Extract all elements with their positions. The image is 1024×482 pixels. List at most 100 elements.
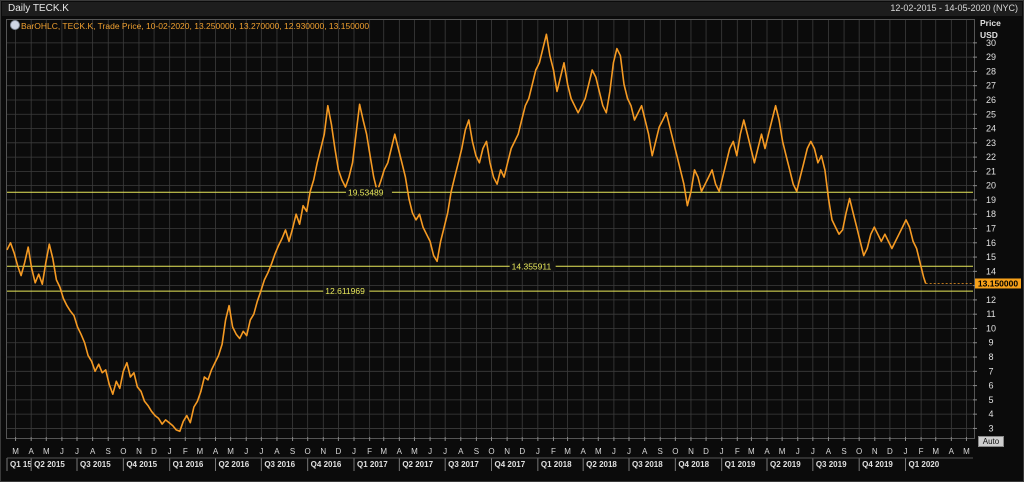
month-tick-label: J	[536, 447, 540, 456]
month-tick-label: F	[735, 447, 740, 456]
quarter-tick-label: Q1 2020	[909, 460, 940, 469]
month-tick-label: M	[779, 447, 786, 456]
y-tick-label: 24	[986, 124, 996, 134]
quarter-tick-label: Q4 2019	[862, 460, 893, 469]
month-tick-label: O	[305, 447, 311, 456]
month-tick-label: S	[290, 447, 295, 456]
quarter-tick-label: Q4 2017	[495, 460, 526, 469]
y-tick-label: 6	[988, 381, 993, 391]
month-tick-label: D	[151, 447, 157, 456]
month-tick-label: J	[904, 447, 908, 456]
quarter-tick-label: Q4 2016	[311, 460, 342, 469]
month-tick-label: J	[244, 447, 248, 456]
month-tick-label: J	[60, 447, 64, 456]
month-tick-label: A	[213, 447, 219, 456]
month-tick-label: N	[136, 447, 142, 456]
month-tick-label: O	[488, 447, 494, 456]
month-tick-label: S	[474, 447, 479, 456]
month-tick-label: A	[642, 447, 648, 456]
last-value-label: 13.150000	[978, 278, 1018, 288]
month-tick-label: J	[168, 447, 172, 456]
y-tick-label: 15	[986, 252, 996, 262]
y-tick-label: 28	[986, 66, 996, 76]
quarter-tick-label: Q2 2016	[219, 460, 250, 469]
month-tick-label: N	[688, 447, 694, 456]
month-tick-label: M	[197, 447, 204, 456]
y-tick-label: 18	[986, 209, 996, 219]
month-tick-label: J	[428, 447, 432, 456]
month-tick-label: A	[581, 447, 587, 456]
month-tick-label: M	[227, 447, 234, 456]
axis-unit-currency: USD	[980, 30, 998, 40]
quarter-tick-label: Q3 2015	[80, 460, 111, 469]
y-tick-label: 11	[986, 309, 995, 319]
month-tick-label: O	[856, 447, 862, 456]
month-tick-label: A	[29, 447, 35, 456]
month-tick-label: D	[519, 447, 525, 456]
month-tick-label: A	[274, 447, 280, 456]
month-tick-label: N	[320, 447, 326, 456]
month-tick-label: J	[612, 447, 616, 456]
month-tick-label: J	[75, 447, 79, 456]
auto-scale-button[interactable]: Auto	[978, 436, 1004, 447]
quarter-tick-label: Q2 2019	[770, 460, 801, 469]
month-tick-label: S	[658, 447, 663, 456]
quarter-tick-label: Q3 2018	[632, 460, 663, 469]
month-tick-label: O	[120, 447, 126, 456]
reference-line-label: 19.53489	[348, 187, 384, 197]
month-tick-label: J	[443, 447, 447, 456]
reference-line-label-bg	[345, 187, 392, 198]
instrument-icon[interactable]	[10, 20, 20, 30]
y-tick-label: 4	[988, 409, 993, 419]
quarter-tick-label: Q2 2017	[402, 460, 433, 469]
axis-unit-price: Price	[980, 18, 1001, 28]
quarter-tick-label: Q1 15	[10, 460, 32, 469]
y-tick-label: 12	[986, 295, 996, 305]
chart-title: Daily TECK.K	[8, 3, 69, 14]
quarter-tick-label: Q1 2016	[173, 460, 204, 469]
month-tick-label: N	[504, 447, 510, 456]
month-tick-label: J	[811, 447, 815, 456]
y-tick-label: 14	[986, 266, 996, 276]
y-tick-label: 22	[986, 152, 996, 162]
last-value-badge	[975, 278, 1021, 289]
quarter-tick-label: Q2 2018	[586, 460, 617, 469]
month-tick-label: M	[411, 447, 418, 456]
y-tick-label: 9	[988, 338, 993, 348]
month-tick-label: J	[796, 447, 800, 456]
month-tick-label: F	[919, 447, 924, 456]
y-tick-label: 25	[986, 109, 996, 119]
month-tick-label: J	[627, 447, 631, 456]
y-tick-label: 23	[986, 138, 996, 148]
quarter-tick-label: Q3 2017	[448, 460, 479, 469]
reference-line-label: 14.355911	[512, 261, 552, 271]
quarter-tick-label: Q3 2019	[816, 460, 847, 469]
y-tick-label: 5	[988, 395, 993, 405]
y-tick-label: 17	[986, 224, 996, 234]
month-tick-label: D	[336, 447, 342, 456]
y-tick-label: 29	[986, 52, 996, 62]
quarter-tick-label: Q4 2018	[678, 460, 709, 469]
month-tick-label: A	[397, 447, 403, 456]
y-tick-label: 10	[986, 323, 996, 333]
month-tick-label: S	[106, 447, 111, 456]
legend-text: BarOHLC, TECK.K, Trade Price, 10-02-2020…	[21, 21, 370, 31]
y-tick-label: 7	[988, 366, 993, 376]
month-tick-label: S	[841, 447, 846, 456]
month-tick-label: M	[43, 447, 50, 456]
reference-line-label-bg	[509, 261, 556, 272]
y-tick-label: 20	[986, 181, 996, 191]
month-tick-label: F	[551, 447, 556, 456]
y-tick-label: 16	[986, 238, 996, 248]
month-tick-label: A	[90, 447, 96, 456]
month-tick-label: F	[367, 447, 372, 456]
month-tick-label: D	[703, 447, 709, 456]
quarter-tick-label: Q1 2019	[725, 460, 756, 469]
month-tick-label: O	[672, 447, 678, 456]
month-tick-label: M	[748, 447, 755, 456]
reference-line-label-bg	[323, 286, 370, 297]
month-tick-label: A	[826, 447, 832, 456]
title-bar: Daily TECK.K 12-02-2015 - 14-05-2020 (NY…	[2, 2, 1022, 16]
